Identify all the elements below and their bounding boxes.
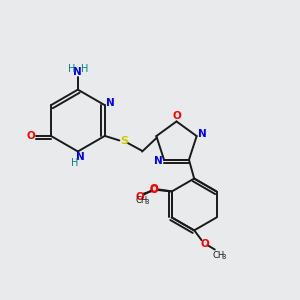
Text: H: H [71,158,79,168]
Text: CH: CH [135,196,148,206]
Text: O: O [135,192,144,202]
Text: O: O [26,131,35,141]
Text: N: N [106,98,114,108]
Text: 3: 3 [222,254,226,260]
Text: H: H [81,64,88,74]
Text: N: N [76,152,85,162]
Text: CH: CH [212,251,225,260]
Text: O: O [149,185,158,195]
Text: O: O [173,111,182,121]
Text: O: O [150,184,159,194]
Text: S: S [120,136,128,146]
Text: N: N [154,156,163,166]
Text: 3: 3 [144,200,149,206]
Text: N: N [74,67,82,77]
Text: O: O [201,239,209,249]
Text: H: H [68,64,75,74]
Text: N: N [198,129,207,139]
